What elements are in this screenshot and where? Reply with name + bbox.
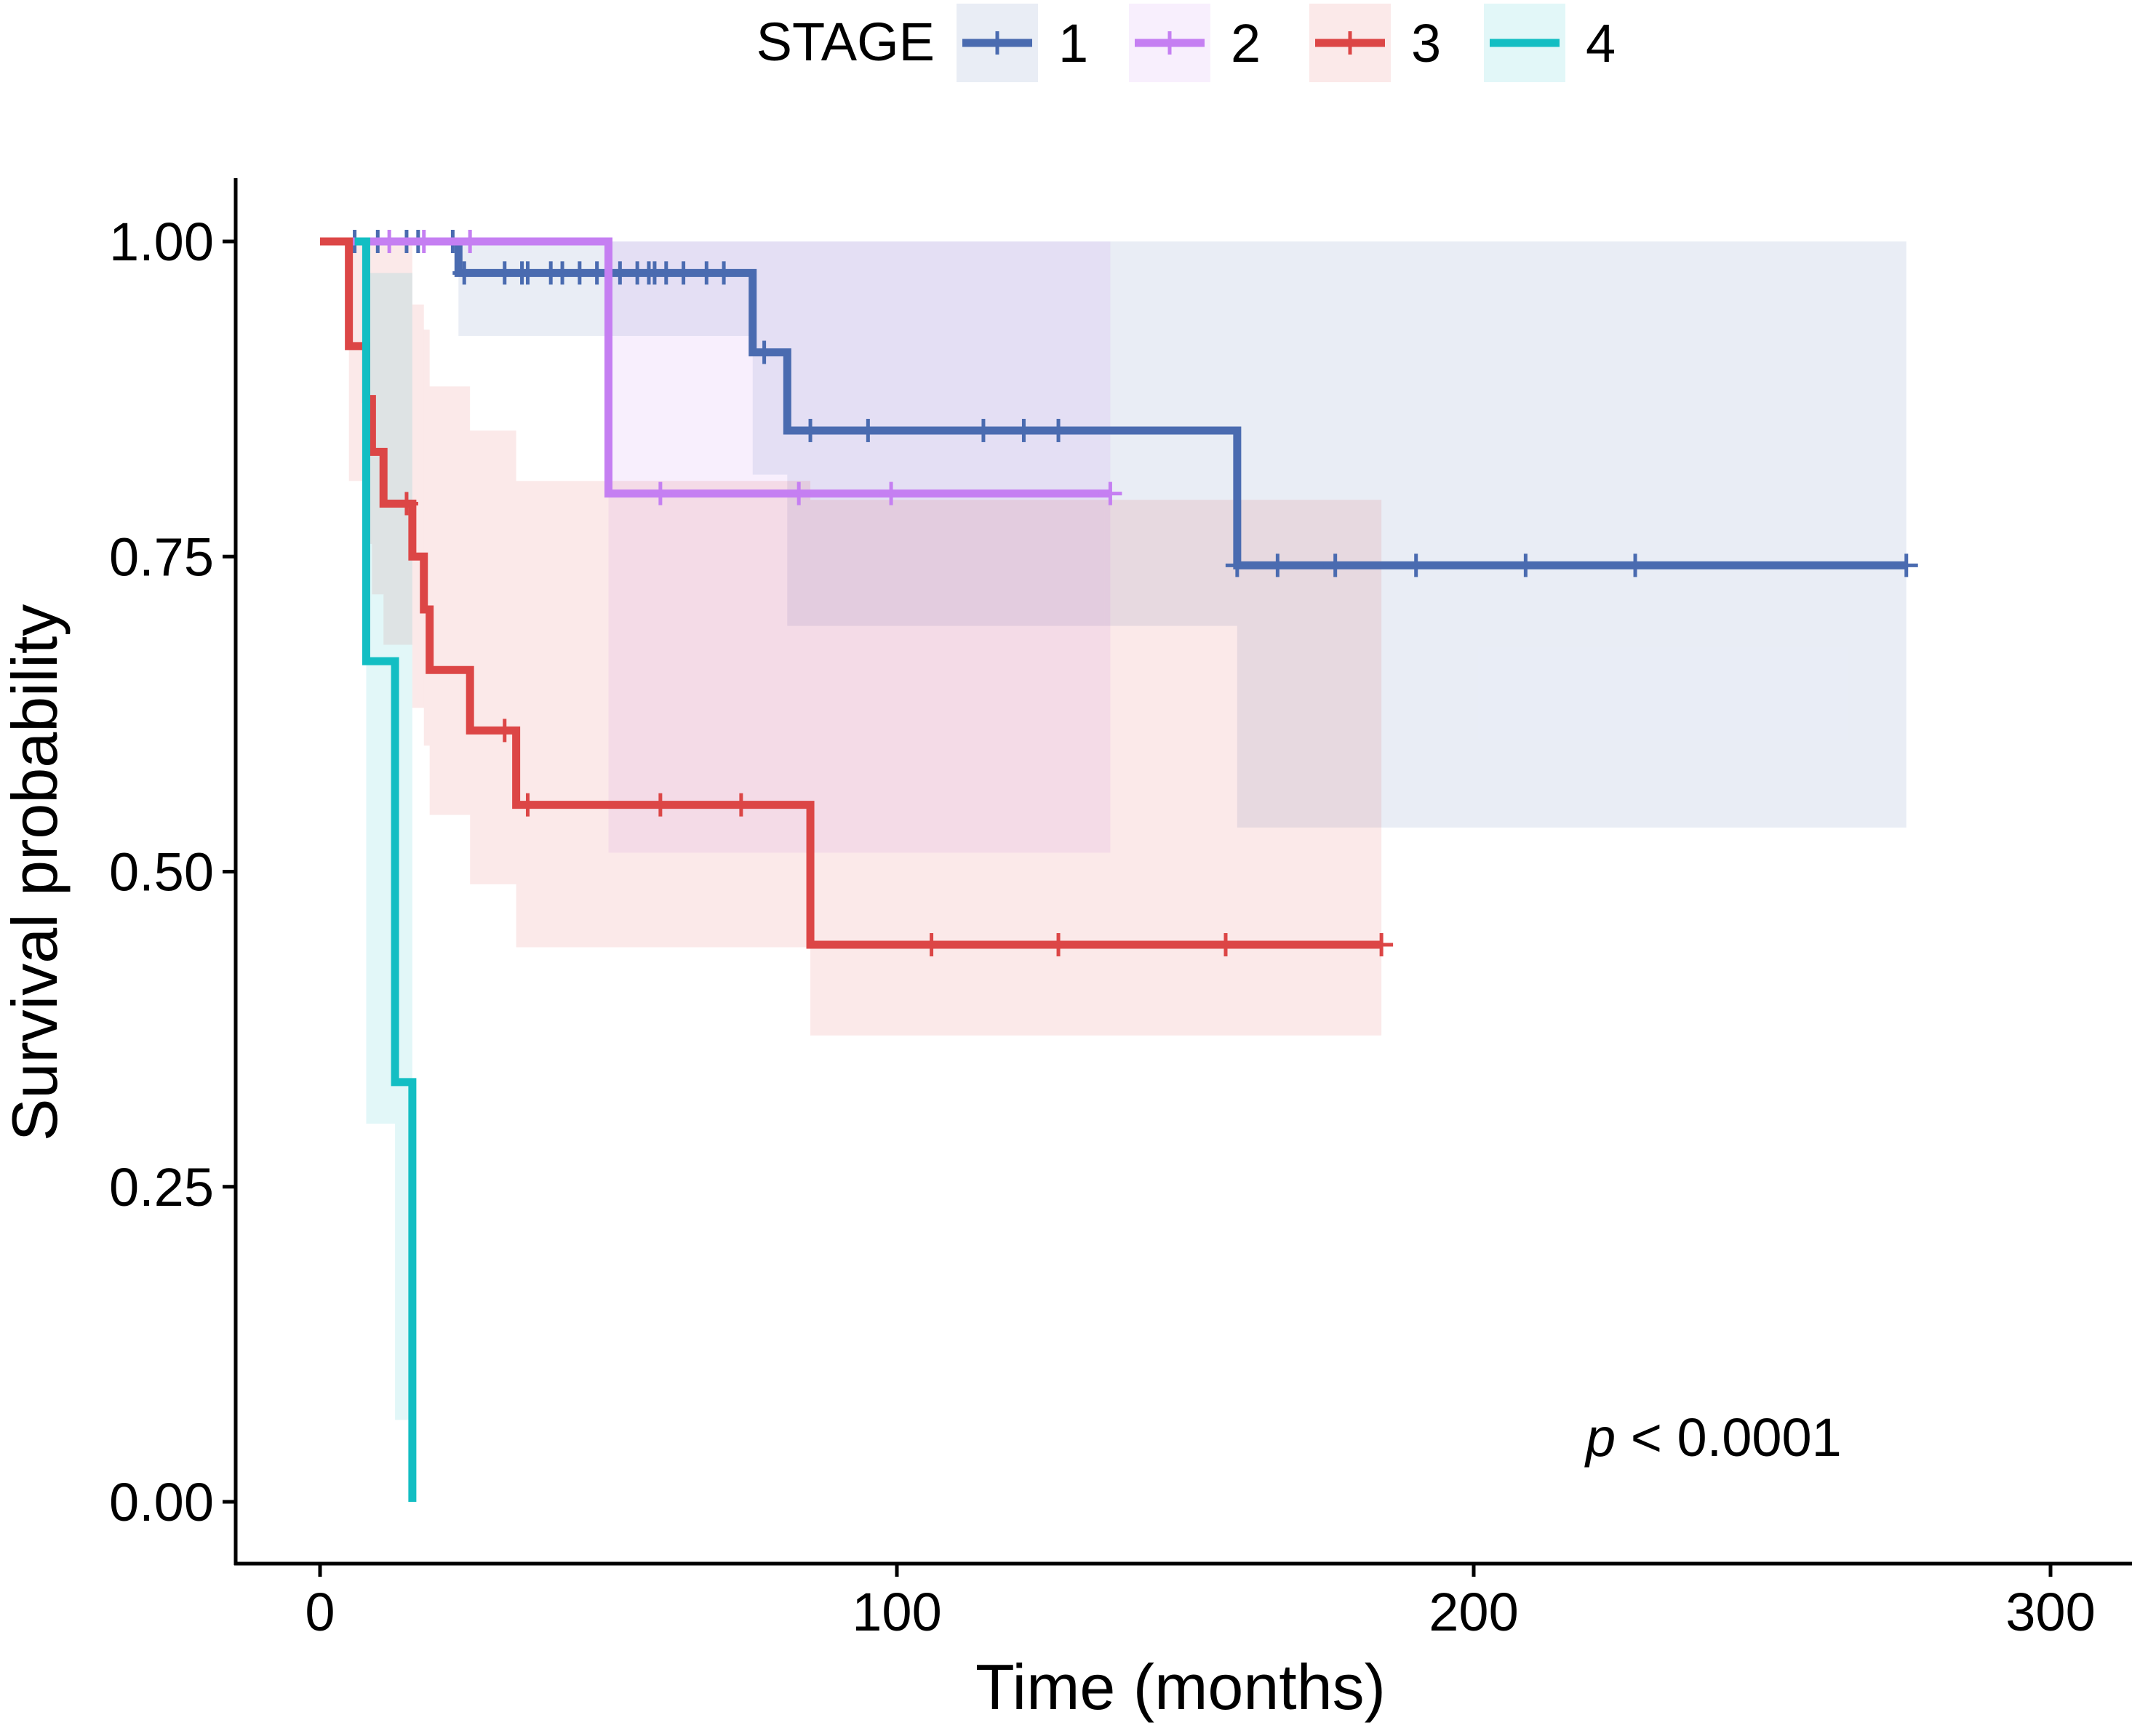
ci-band-stage-2 bbox=[608, 241, 1105, 853]
censor-mark-stage-1 bbox=[1404, 553, 1428, 577]
x-tick-label: 300 bbox=[2005, 1582, 2095, 1642]
p-value-annotation: p < 0.0001 bbox=[1584, 1407, 1842, 1468]
censor-mark-stage-2 bbox=[412, 230, 436, 253]
ci-band-stage-3 bbox=[348, 241, 367, 481]
censor-mark-stage-1 bbox=[671, 261, 695, 285]
censor-mark-stage-1 bbox=[971, 418, 995, 442]
legend-label-stage-3: 3 bbox=[1411, 13, 1441, 73]
ci-band-stage-3 bbox=[429, 386, 471, 815]
survival-curves bbox=[320, 230, 1918, 1502]
x-axis-title: Time (months) bbox=[975, 1651, 1386, 1723]
censor-mark-stage-1 bbox=[1225, 553, 1249, 577]
censor-mark-stage-2 bbox=[378, 230, 402, 253]
censor-mark-stage-2 bbox=[787, 481, 811, 505]
censor-mark-stage-1 bbox=[1624, 553, 1648, 577]
y-axis-title: Survival probability bbox=[0, 604, 71, 1142]
legend-item-stage-3: 3 bbox=[1309, 4, 1441, 82]
censor-mark-stage-2 bbox=[1098, 481, 1122, 505]
censor-mark-stage-3 bbox=[648, 793, 672, 817]
ci-band-stage-3 bbox=[423, 329, 430, 746]
legend-label-stage-2: 2 bbox=[1231, 13, 1261, 73]
y-tick-label: 0.75 bbox=[109, 527, 214, 587]
censor-mark-stage-3 bbox=[516, 793, 540, 817]
ci-band-stage-1 bbox=[1237, 241, 1907, 828]
p-value-text: < 0.0001 bbox=[1616, 1407, 1842, 1468]
axes: 0.00 0.25 0.50 0.75 1.00 0 100 200 300 bbox=[109, 178, 2132, 1642]
censor-mark-stage-1 bbox=[452, 261, 476, 285]
legend-item-stage-2: 2 bbox=[1129, 4, 1261, 82]
legend: STAGE 1 2 3 4 bbox=[756, 4, 1616, 82]
censor-mark-stage-3 bbox=[394, 492, 418, 516]
p-value-symbol: p bbox=[1584, 1407, 1616, 1468]
ci-band-stage-3 bbox=[383, 241, 412, 645]
survival-curve-stage-4 bbox=[354, 237, 417, 1502]
censor-mark-stage-1 bbox=[799, 418, 823, 442]
censor-mark-stage-3 bbox=[492, 719, 516, 743]
censor-mark-stage-2 bbox=[458, 230, 482, 253]
censor-mark-stage-3 bbox=[919, 933, 943, 957]
legend-item-stage-4: 4 bbox=[1484, 4, 1616, 82]
x-tick-label: 100 bbox=[852, 1582, 941, 1642]
ci-band-stage-2 bbox=[1104, 241, 1111, 853]
x-tick-label: 200 bbox=[1429, 1582, 1518, 1642]
ci-band-stage-3 bbox=[516, 481, 811, 948]
legend-label-stage-4: 4 bbox=[1586, 13, 1616, 73]
censor-mark-stage-1 bbox=[1047, 418, 1071, 442]
censor-mark-stage-1 bbox=[1323, 553, 1347, 577]
censor-mark-stage-1 bbox=[1514, 553, 1538, 577]
confidence-bands bbox=[348, 241, 1907, 1420]
censor-mark-stage-1 bbox=[712, 261, 736, 285]
censor-mark-stage-1 bbox=[516, 261, 540, 285]
y-tick-label: 0.25 bbox=[109, 1157, 214, 1217]
censor-mark-stage-1 bbox=[856, 418, 880, 442]
censor-mark-stage-3 bbox=[729, 793, 753, 817]
censor-mark-stage-2 bbox=[648, 481, 672, 505]
ci-band-stage-3 bbox=[810, 500, 1382, 1036]
ci-band-stage-1 bbox=[752, 241, 788, 475]
censor-mark-stage-2 bbox=[879, 481, 903, 505]
y-tick-label: 1.00 bbox=[109, 212, 214, 272]
x-tick-label: 0 bbox=[305, 1582, 335, 1642]
censor-mark-stage-3 bbox=[1047, 933, 1071, 957]
ci-band-stage-3 bbox=[470, 430, 516, 884]
censor-mark-stage-1 bbox=[1012, 418, 1036, 442]
ci-band-stage-4 bbox=[395, 273, 412, 1420]
censor-mark-stage-1 bbox=[1266, 553, 1290, 577]
censor-mark-stage-1 bbox=[1894, 553, 1918, 577]
legend-item-stage-1: 1 bbox=[957, 4, 1088, 82]
legend-label-stage-1: 1 bbox=[1058, 13, 1088, 73]
censor-mark-stage-3 bbox=[1370, 933, 1394, 957]
legend-title: STAGE bbox=[756, 12, 935, 72]
censor-mark-stage-3 bbox=[1214, 933, 1238, 957]
censor-mark-stage-1 bbox=[752, 340, 776, 364]
y-tick-label: 0.50 bbox=[109, 842, 214, 903]
y-tick-label: 0.00 bbox=[109, 1472, 214, 1532]
